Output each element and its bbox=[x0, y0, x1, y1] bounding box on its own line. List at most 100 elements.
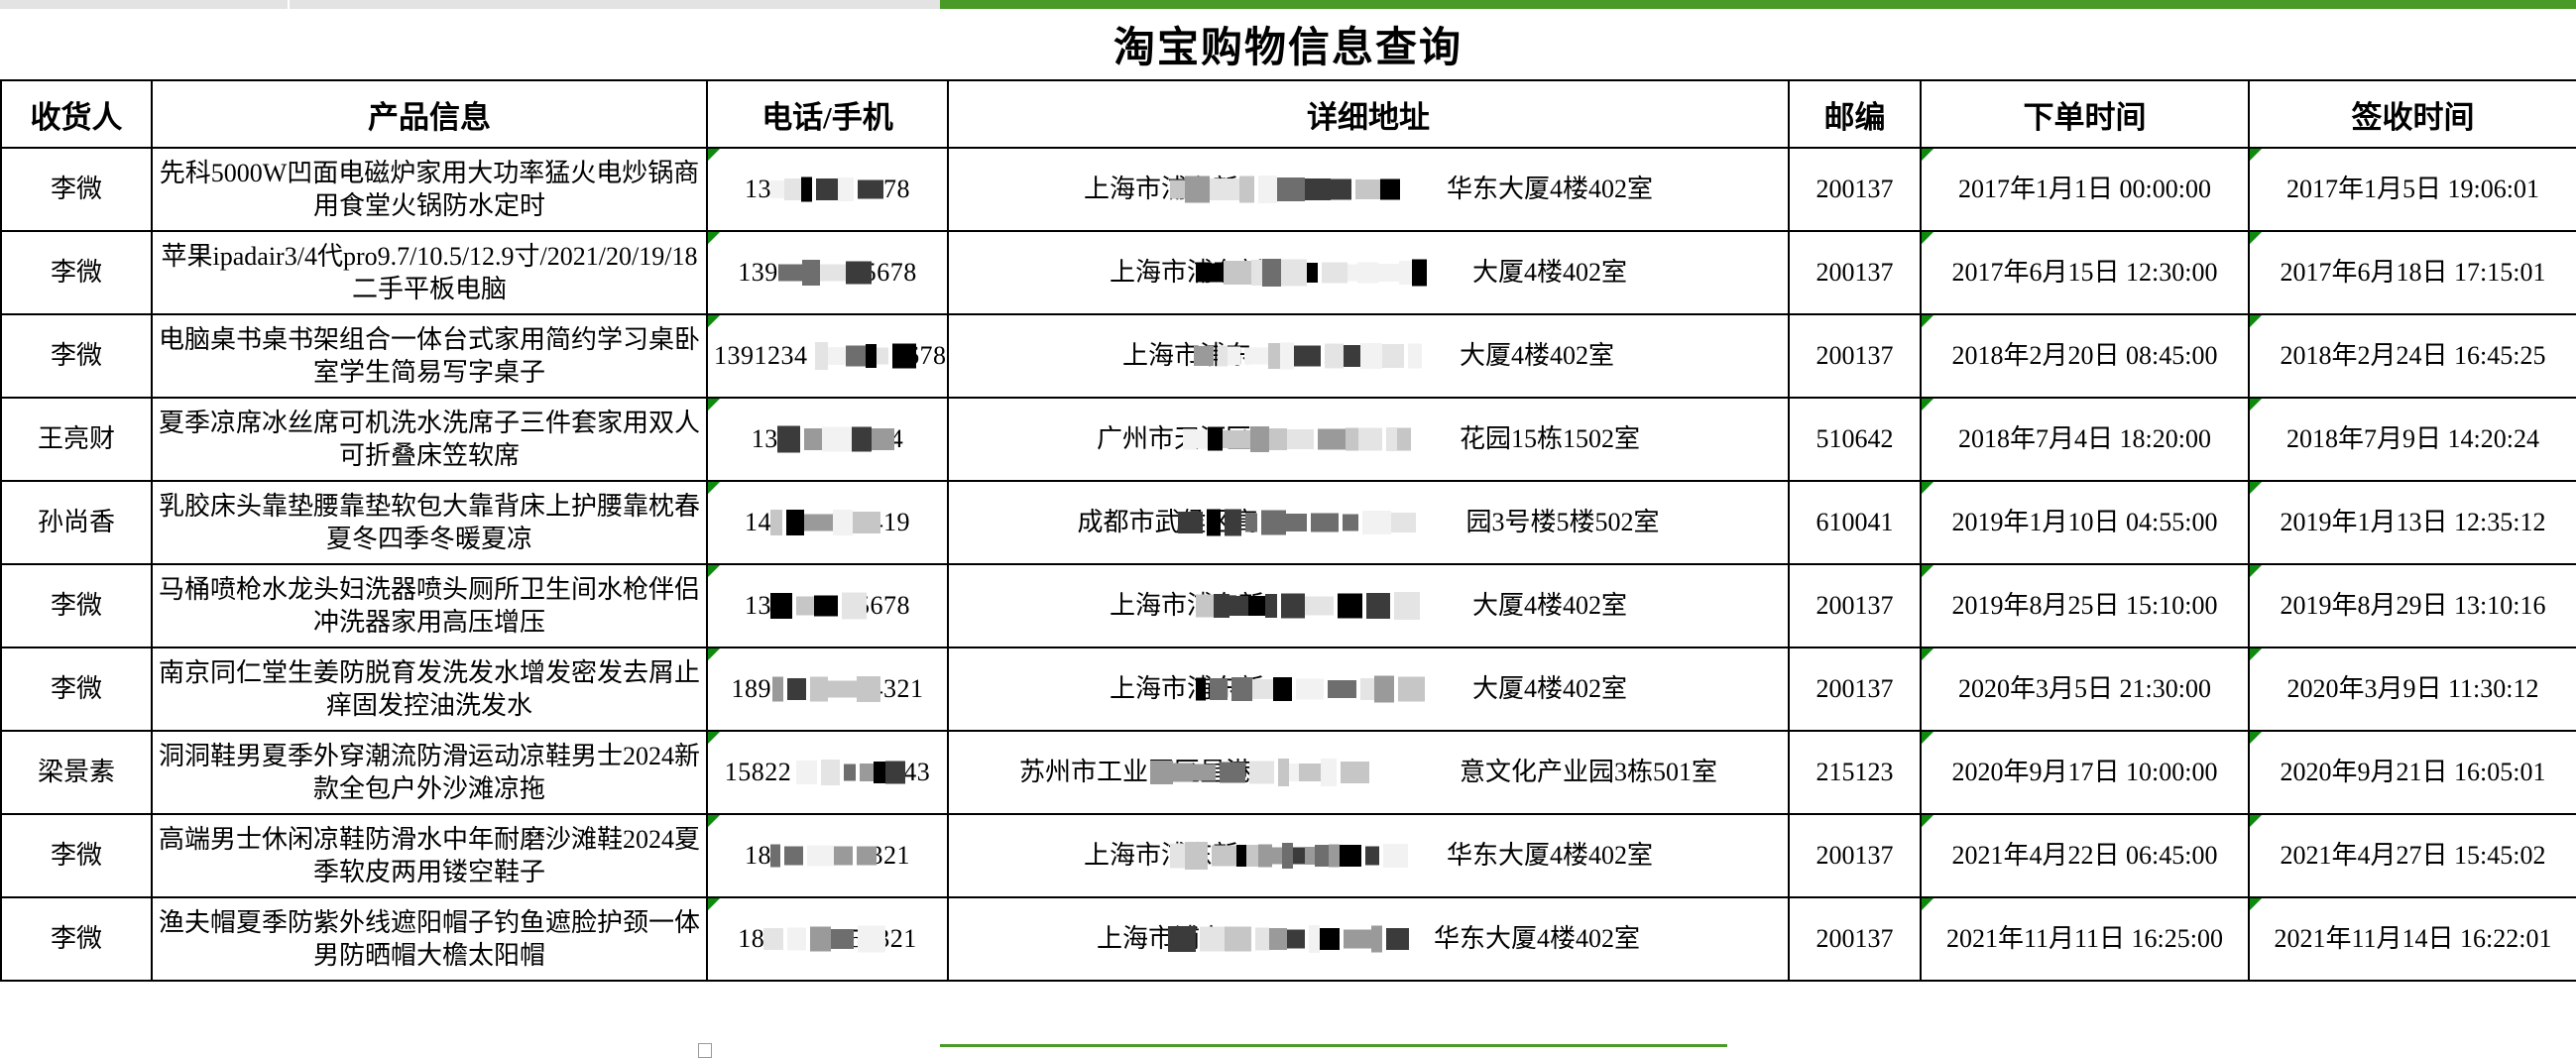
cell-postcode[interactable]: 215123 bbox=[1788, 730, 1922, 815]
table-row[interactable]: 李微 先科5000W凹面电磁炉家用大功率猛火电炒锅商用食堂火锅防水定时 13 5678… bbox=[0, 147, 2576, 232]
cell-order-time[interactable]: 2020年3月5日 21:30:00 bbox=[1920, 647, 2250, 732]
cell-postcode[interactable]: 510642 bbox=[1788, 397, 1922, 482]
cell-phone[interactable]: 14 5419 bbox=[706, 480, 949, 565]
cell-product[interactable]: 电脑桌书桌书架组合一体台式家用简约学习桌卧室学生简易写字桌子 bbox=[151, 313, 708, 399]
cell-phone[interactable]: 15822 4543 bbox=[706, 730, 949, 815]
cell-sign-time[interactable]: 2018年7月9日 14:20:24 bbox=[2248, 397, 2576, 482]
cell-phone[interactable]: 18 4321 bbox=[706, 813, 949, 898]
redacted-value: 上海市浦东新 大厦4楼402室 bbox=[1110, 672, 1627, 705]
cell-address[interactable]: 上海市浦东新 华东大厦4楼402室 bbox=[947, 147, 1790, 232]
cell-product[interactable]: 洞洞鞋男夏季外穿潮流防滑运动凉鞋男士2024新款全包户外沙滩凉拖 bbox=[151, 730, 708, 815]
cell-sign-time[interactable]: 2020年3月9日 11:30:12 bbox=[2248, 647, 2576, 732]
cell-sign-time[interactable]: 2017年6月18日 17:15:01 bbox=[2248, 230, 2576, 315]
cell-order-time[interactable]: 2018年7月4日 18:20:00 bbox=[1920, 397, 2250, 482]
cell-postcode[interactable]: 610041 bbox=[1788, 480, 1922, 565]
cell-product[interactable]: 苹果ipadair3/4代pro9.7/10.5/12.9寸/2021/20/1… bbox=[151, 230, 708, 315]
redaction-block bbox=[1304, 177, 1331, 200]
cell-sign-time[interactable]: 2019年1月13日 12:35:12 bbox=[2248, 480, 2576, 565]
cell-phone[interactable]: 13 5678 bbox=[706, 147, 949, 232]
cell-phone[interactable]: 189 54321 bbox=[706, 647, 949, 732]
cell-phone[interactable]: 13 234 bbox=[706, 397, 949, 482]
cell-order-time[interactable]: 2021年4月22日 06:45:00 bbox=[1920, 813, 2250, 898]
table-row[interactable]: 李微 渔夫帽夏季防紫外线遮阳帽子钓鱼遮脸护颈一体男防晒帽大檐太阳帽 18 54321 上… bbox=[0, 896, 2576, 982]
cell-postcode[interactable]: 200137 bbox=[1788, 230, 1922, 315]
table-row[interactable]: 王亮财 夏季凉席冰丝席可机洗水洗席子三件套家用双人可折叠床笠软席 13 234 广州市天… bbox=[0, 397, 2576, 482]
cell-address[interactable]: 苏州市工业园区星港 意文化产业园3栋501室 bbox=[947, 730, 1790, 815]
cell-postcode[interactable]: 200137 bbox=[1788, 563, 1922, 648]
column-header-sign-time[interactable]: 签收时间 bbox=[2248, 79, 2576, 149]
cell-recipient[interactable]: 李微 bbox=[0, 647, 153, 732]
table-row[interactable]: 李微 南京同仁堂生姜防脱育发洗发水增发密发去屑止痒固发控油洗发水 189 54321 上… bbox=[0, 647, 2576, 732]
redaction-prefix: 13 bbox=[751, 424, 778, 454]
cell-sign-time[interactable]: 2020年9月21日 16:05:01 bbox=[2248, 730, 2576, 815]
cell-sign-time[interactable]: 2021年11月14日 16:22:01 bbox=[2248, 896, 2576, 982]
redaction-block bbox=[1314, 844, 1329, 867]
cell-product[interactable]: 乳胶床头靠垫腰靠垫软包大靠背床上护腰靠枕春夏冬四季冬暖夏凉 bbox=[151, 480, 708, 565]
column-header-product[interactable]: 产品信息 bbox=[151, 79, 708, 149]
cell-phone[interactable]: 1391234 5678 bbox=[706, 313, 949, 399]
cell-recipient[interactable]: 李微 bbox=[0, 896, 153, 982]
cell-product[interactable]: 马桶喷枪水龙头妇洗器喷头厕所卫生间水枪伴侣冲洗器家用高压增压 bbox=[151, 563, 708, 648]
cell-recipient[interactable]: 李微 bbox=[0, 563, 153, 648]
column-header-address[interactable]: 详细地址 bbox=[947, 79, 1790, 149]
column-header-recipient[interactable]: 收货人 bbox=[0, 79, 153, 149]
redaction-block bbox=[1271, 847, 1282, 865]
redaction-block bbox=[843, 764, 856, 781]
cell-order-time[interactable]: 2020年9月17日 10:00:00 bbox=[1920, 730, 2250, 815]
cell-order-time[interactable]: 2018年2月20日 08:45:00 bbox=[1920, 313, 2250, 399]
cell-address[interactable]: 上海市浦东新 大厦4楼402室 bbox=[947, 647, 1790, 732]
cell-order-time[interactable]: 2021年11月11日 16:25:00 bbox=[1920, 896, 2250, 982]
table-row[interactable]: 孙尚香 乳胶床头靠垫腰靠垫软包大靠背床上护腰靠枕春夏冬四季冬暖夏凉 14 5419 成都… bbox=[0, 480, 2576, 565]
cell-sign-time[interactable]: 2019年8月29日 13:10:16 bbox=[2248, 563, 2576, 648]
cell-address[interactable]: 广州市天河区 花园15栋1502室 bbox=[947, 397, 1790, 482]
column-header-order-time[interactable]: 下单时间 bbox=[1920, 79, 2250, 149]
table-row[interactable]: 李微 高端男士休闲凉鞋防滑水中年耐磨沙滩鞋2024夏季软皮两用镂空鞋子 18 4321… bbox=[0, 813, 2576, 898]
redaction-prefix: 上海市浦东新 bbox=[1109, 674, 1264, 704]
redaction-block bbox=[1264, 593, 1277, 618]
cell-phone[interactable]: 18 54321 bbox=[706, 896, 949, 982]
cell-product[interactable]: 渔夫帽夏季防紫外线遮阳帽子钓鱼遮脸护颈一体男防晒帽大檐太阳帽 bbox=[151, 896, 708, 982]
cell-phone[interactable]: 13 5678 bbox=[706, 563, 949, 648]
cell-postcode[interactable]: 200137 bbox=[1788, 147, 1922, 232]
cell-order-time[interactable]: 2019年8月25日 15:10:00 bbox=[1920, 563, 2250, 648]
cell-order-time[interactable]: 2017年1月1日 00:00:00 bbox=[1920, 147, 2250, 232]
cell-recipient[interactable]: 孙尚香 bbox=[0, 480, 153, 565]
cell-address[interactable]: 上海市浦东 华东大厦4楼402室 bbox=[947, 896, 1790, 982]
cell-recipient[interactable]: 李微 bbox=[0, 313, 153, 399]
cell-product[interactable]: 先科5000W凹面电磁炉家用大功率猛火电炒锅商用食堂火锅防水定时 bbox=[151, 147, 708, 232]
cell-recipient[interactable]: 李微 bbox=[0, 230, 153, 315]
redaction-block bbox=[1257, 844, 1272, 868]
redaction-suffix: 大厦4楼402室 bbox=[1472, 674, 1628, 704]
cell-sign-time[interactable]: 2021年4月27日 15:45:02 bbox=[2248, 813, 2576, 898]
cell-postcode[interactable]: 200137 bbox=[1788, 896, 1922, 982]
cell-sign-time[interactable]: 2018年2月24日 16:45:25 bbox=[2248, 313, 2576, 399]
table-row[interactable]: 李微 苹果ipadair3/4代pro9.7/10.5/12.9寸/2021/20… bbox=[0, 230, 2576, 315]
cell-product[interactable]: 南京同仁堂生姜防脱育发洗发水增发密发去屑止痒固发控油洗发水 bbox=[151, 647, 708, 732]
cell-phone[interactable]: 139 5678 bbox=[706, 230, 949, 315]
cell-product[interactable]: 高端男士休闲凉鞋防滑水中年耐磨沙滩鞋2024夏季软皮两用镂空鞋子 bbox=[151, 813, 708, 898]
cell-address[interactable]: 上海市浦东新 华东大厦4楼402室 bbox=[947, 813, 1790, 898]
table-row[interactable]: 李微 马桶喷枪水龙头妇洗器喷头厕所卫生间水枪伴侣冲洗器家用高压增压 13 5678 上海… bbox=[0, 563, 2576, 648]
cell-address[interactable]: 上海市浦东新 大厦4楼402室 bbox=[947, 563, 1790, 648]
cell-recipient[interactable]: 李微 bbox=[0, 813, 153, 898]
cell-product[interactable]: 夏季凉席冰丝席可机洗水洗席子三件套家用双人可折叠床笠软席 bbox=[151, 397, 708, 482]
cell-address[interactable]: 成都市武侯区高 园3号楼5楼502室 bbox=[947, 480, 1790, 565]
cell-order-time[interactable]: 2019年1月10日 04:55:00 bbox=[1920, 480, 2250, 565]
column-header-phone[interactable]: 电话/手机 bbox=[706, 79, 949, 149]
table-row[interactable]: 梁景素 洞洞鞋男夏季外穿潮流防滑运动凉鞋男士2024新款全包户外沙滩凉拖 15822… bbox=[0, 730, 2576, 815]
table-row[interactable]: 李微 电脑桌书桌书架组合一体台式家用简约学习桌卧室学生简易写字桌子 1391234 5… bbox=[0, 313, 2576, 399]
cell-postcode[interactable]: 200137 bbox=[1788, 813, 1922, 898]
cell-postcode[interactable]: 200137 bbox=[1788, 647, 1922, 732]
cell-postcode[interactable]: 200137 bbox=[1788, 313, 1922, 399]
column-header-postcode[interactable]: 邮编 bbox=[1788, 79, 1922, 149]
redaction-suffix: 54321 bbox=[857, 674, 924, 704]
cell-sign-time[interactable]: 2017年1月5日 19:06:01 bbox=[2248, 147, 2576, 232]
cell-address[interactable]: 上海市浦东 大厦4楼402室 bbox=[947, 313, 1790, 399]
redacted-value: 189 54321 bbox=[732, 672, 924, 705]
cell-order-time[interactable]: 2017年6月15日 12:30:00 bbox=[1920, 230, 2250, 315]
cell-recipient[interactable]: 王亮财 bbox=[0, 397, 153, 482]
cell-address[interactable]: 上海市浦东新 大厦4楼402室 bbox=[947, 230, 1790, 315]
cell-recipient[interactable]: 李微 bbox=[0, 147, 153, 232]
redaction-block bbox=[1359, 342, 1382, 369]
cell-recipient[interactable]: 梁景素 bbox=[0, 730, 153, 815]
